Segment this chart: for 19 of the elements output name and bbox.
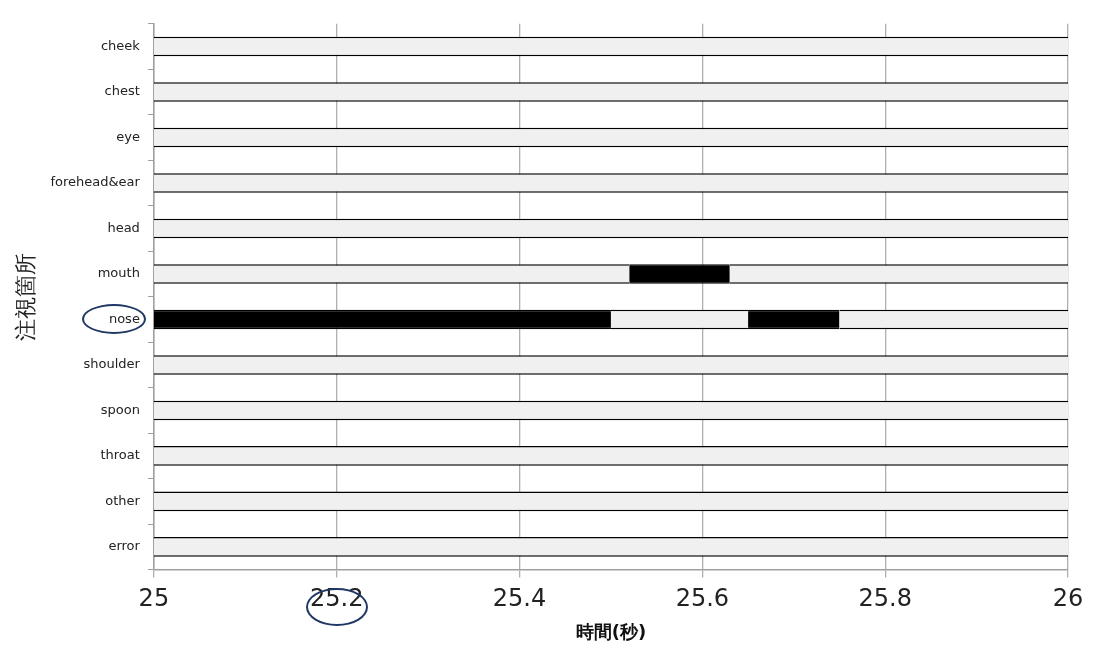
y-tick-label: spoon — [100, 401, 140, 417]
y-tick-label: eye — [116, 128, 140, 144]
y-tick-label: error — [108, 538, 141, 554]
y-tick-label: other — [105, 492, 141, 508]
x-tick-label: 25.6 — [675, 584, 730, 613]
x-axis-title: 時間(秒) — [575, 620, 647, 642]
x-tick-label: 25 — [138, 584, 170, 613]
y-axis-title: 注視箇所 — [12, 252, 38, 341]
y-tick-label: nose — [108, 310, 140, 326]
x-tick-label: 25.4 — [492, 584, 547, 613]
y-tick-label: head — [107, 219, 140, 235]
y-tick-label: mouth — [97, 265, 140, 281]
x-tick-label: 26 — [1052, 584, 1084, 613]
y-tick-label: cheek — [100, 37, 141, 53]
y-tick-label: shoulder — [83, 356, 141, 372]
y-tick-label: chest — [104, 83, 140, 99]
y-tick-label: forehead&ear — [50, 174, 141, 190]
x-tick-label: 25.8 — [858, 584, 912, 613]
y-tick-label: throat — [100, 447, 140, 463]
